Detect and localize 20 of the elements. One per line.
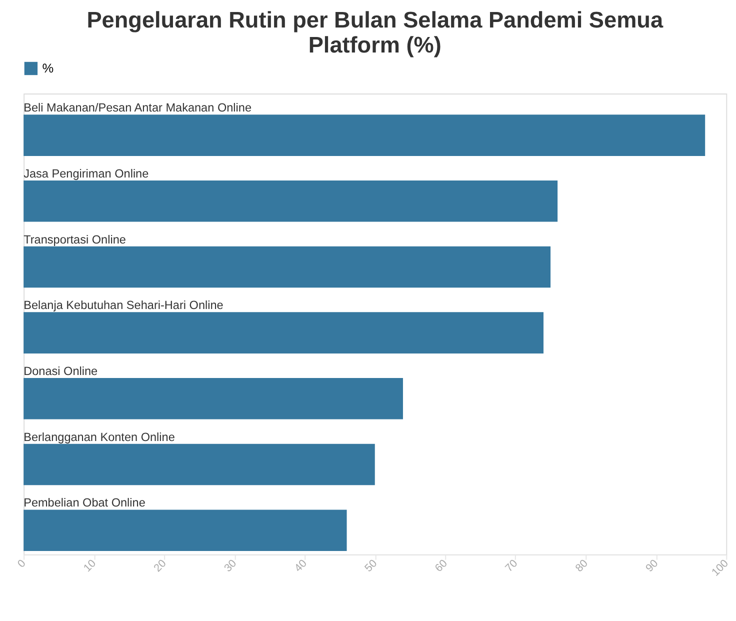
x-tick-label: 20 (152, 557, 169, 574)
y-tick-label: Berlangganan Konten Online (24, 430, 176, 444)
y-tick-label: Pembelian Obat Online (24, 496, 146, 510)
y-tick-label: Beli Makanan/Pesan Antar Makanan Online (24, 102, 252, 115)
x-tick-label: 100 (710, 557, 731, 579)
x-tick-label: 50 (362, 557, 380, 574)
y-tick-label: Donasi Online (24, 365, 98, 378)
y-tick-label: Belanja Kebutuhan Sehari-Hari Online (24, 299, 224, 312)
x-tick-label: 70 (503, 557, 520, 574)
y-tick-label: Transportasi Online (24, 233, 126, 246)
x-tick-label: 90 (644, 557, 661, 574)
x-tick-label: 40 (292, 557, 310, 574)
x-tick-label: 10 (82, 557, 99, 574)
x-tick-label: 60 (432, 557, 450, 574)
chart-title: Pengeluaran Rutin per Bulan Selama Pandemi Semua Platform (%) (86, 8, 664, 58)
x-tick-label: 0 (16, 557, 28, 570)
y-tick-label: Jasa Pengiriman Online (24, 168, 150, 181)
legend-label: % (42, 60, 54, 76)
x-tick-label: 30 (222, 557, 240, 574)
x-tick-label: 80 (573, 557, 590, 574)
